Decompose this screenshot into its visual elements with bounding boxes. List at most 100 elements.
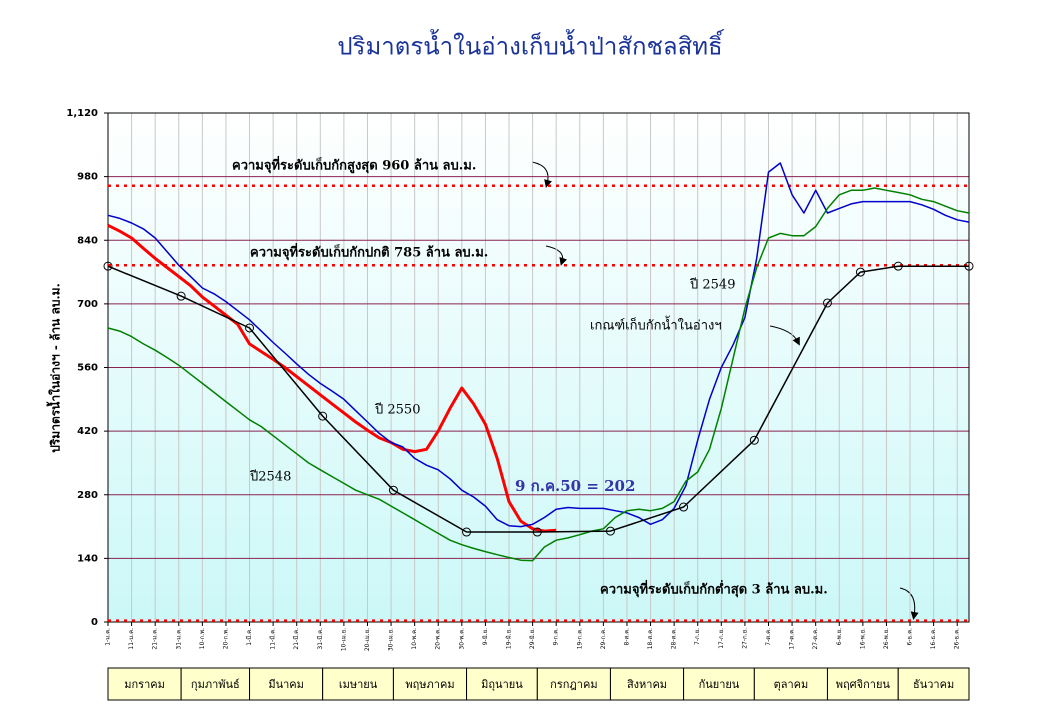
y-tick-label: 840	[77, 235, 98, 246]
x-tick-label: 30-พ.ค.	[458, 628, 465, 650]
month-label: ตุลาคม	[774, 678, 809, 691]
month-label: มิถุนายน	[481, 678, 523, 691]
month-label: สิงหาคม	[627, 678, 667, 691]
x-tick-label: 17-ต.ค.	[789, 628, 796, 650]
series-marker	[318, 411, 328, 421]
x-tick-label: 7-ก.ย.	[694, 628, 701, 645]
x-tick-label: 18-ส.ค.	[647, 628, 654, 649]
month-label: พฤศจิกายน	[836, 678, 891, 691]
x-tick-label: 31-ม.ค.	[175, 628, 182, 650]
series-marker	[749, 435, 759, 445]
series-marker	[893, 261, 903, 271]
chart-title: ปริมาตรน้ำในอ่างเก็บน้ำป่าสักชลสิทธิ์	[337, 29, 725, 61]
x-tick-label: 10-เม.ย.	[340, 628, 347, 651]
reference-label: ความจุที่ระดับเก็บกักต่ำสุด 3 ล้าน ลบ.ม.	[600, 580, 828, 598]
x-tick-label: 19-ก.ค.	[576, 628, 583, 649]
series-marker	[679, 502, 689, 512]
x-tick-label: 9-ก.ค.	[553, 628, 560, 646]
series-label: ปี2548	[249, 469, 291, 485]
arrows	[531, 161, 919, 620]
arrow	[545, 245, 568, 266]
series-marker	[822, 298, 832, 308]
x-tick-label: 10-พ.ค.	[411, 628, 418, 650]
x-tick-label: 27-ก.ย.	[741, 628, 748, 649]
x-tick-label: 8-ส.ค.	[623, 628, 630, 646]
month-label: ธันวาคม	[913, 678, 954, 691]
x-tick-label: 20-พ.ค.	[435, 628, 442, 650]
month-box	[466, 667, 538, 701]
x-tick-label: 27-ต.ค.	[812, 628, 819, 650]
month-label: กันยายน	[699, 678, 740, 691]
series-marker	[532, 527, 542, 537]
x-tick-label: 1-มี.ค.	[245, 628, 253, 646]
x-tick-label: 11-มี.ค.	[269, 628, 277, 650]
month-box	[249, 667, 324, 701]
y-tick-label: 1,120	[66, 108, 98, 119]
series-line	[107, 187, 970, 562]
series-marker	[605, 526, 615, 536]
arrow	[531, 161, 552, 188]
x-tick-label: 20-ก.พ.	[222, 628, 229, 649]
y-tick-label: 0	[91, 617, 98, 628]
x-tick-label: 16-พ.ย.	[859, 628, 866, 649]
arrow	[769, 325, 800, 346]
x-tick-label: 31-มี.ค.	[316, 628, 324, 650]
x-tick-label: 6-ธ.ค.	[907, 628, 914, 646]
month-box	[392, 667, 468, 701]
y-axis-label: ปริมาตรน้ำในอ่างฯ - ล้าน ลบ.ม.	[46, 283, 63, 453]
x-tick-label: 9-มิ.ย.	[482, 628, 489, 645]
x-tick-label: 29-ก.ค.	[600, 628, 607, 649]
x-tick-label: 1-ม.ค.	[105, 628, 112, 646]
annotation: 9 ก.ค.50 = 202	[515, 477, 635, 495]
month-box	[683, 667, 755, 701]
series-line	[107, 265, 969, 533]
month-box	[753, 667, 828, 701]
month-label: พฤษภาคม	[405, 678, 454, 691]
month-box	[609, 667, 685, 701]
series-line	[107, 162, 970, 528]
month-box	[322, 667, 394, 701]
series-line	[107, 223, 557, 533]
month-box	[180, 667, 251, 701]
series-marker	[462, 527, 472, 537]
month-box	[897, 667, 970, 701]
series-marker	[103, 261, 113, 271]
month-box	[107, 667, 182, 701]
month-box	[826, 667, 899, 701]
arrow	[899, 587, 919, 620]
y-tick-label: 280	[77, 490, 98, 501]
x-tick-label: 28-ส.ค.	[671, 628, 678, 649]
reference-label: ความจุที่ระดับเก็บกักปกติ 785 ล้าน ลบ.ม.	[250, 243, 488, 261]
month-label: มกราคม	[124, 678, 165, 691]
y-tick-label: 980	[77, 172, 98, 183]
y-tick-label: 560	[77, 363, 98, 374]
x-tick-label: 29-มิ.ย.	[529, 628, 536, 649]
y-tick-label: 700	[77, 299, 98, 310]
y-tick-label: 420	[77, 426, 98, 437]
x-tick-label: 21-มี.ค.	[292, 628, 300, 650]
series-marker	[964, 261, 974, 271]
series-marker	[855, 267, 865, 277]
x-tick-label: 11-ม.ค.	[128, 628, 135, 650]
x-tick-label: 6-พ.ย.	[836, 628, 843, 645]
reference-label: ความจุที่ระดับเก็บกักสูงสุด 960 ล้าน ลบ.…	[232, 156, 476, 174]
x-tick-label: 17-ก.ย.	[718, 628, 725, 649]
x-tick-label: 7-ต.ค.	[765, 628, 772, 646]
x-tick-label: 10-ก.พ.	[199, 628, 206, 649]
plot-frame	[107, 112, 970, 623]
y-tick-label: 140	[77, 553, 98, 564]
series-marker	[245, 323, 255, 333]
month-label: กรกฎาคม	[550, 678, 597, 691]
x-tick-label: 20-เม.ย.	[364, 628, 371, 651]
series-marker	[388, 485, 398, 495]
series-label: ปี 2550	[374, 402, 420, 418]
x-tick-label: 21-ม.ค.	[152, 628, 159, 650]
x-tick-label: 30-เม.ย.	[388, 628, 395, 651]
month-label: เมษายน	[339, 678, 378, 691]
month-label: มีนาคม	[268, 678, 304, 691]
series-marker	[176, 291, 186, 301]
x-tick-label: 26-พ.ย.	[883, 628, 890, 649]
series-label: เกณฑ์เก็บกักน้ำในอ่างฯ	[590, 316, 722, 334]
x-tick-label: 26-ธ.ค.	[954, 628, 961, 649]
